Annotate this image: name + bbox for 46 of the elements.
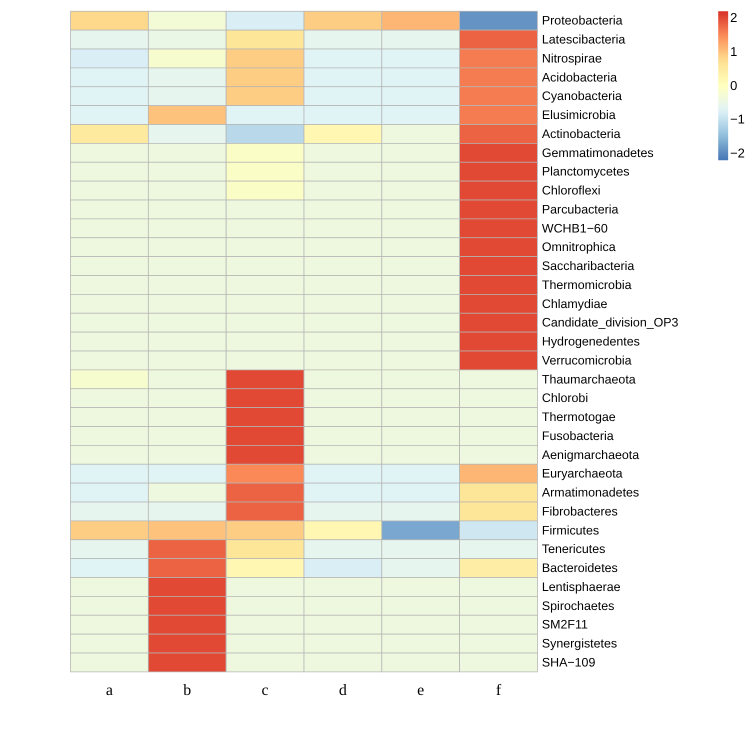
y-tick-label: SM2F11 xyxy=(542,618,588,632)
color-bar-label: 2 xyxy=(730,10,738,26)
y-tick-label: Aenigmarchaeota xyxy=(542,448,640,462)
color-bar-label: −2 xyxy=(730,145,745,160)
y-tick-label: Thaumarchaeota xyxy=(542,372,636,386)
y-tick-label: Chlamydiae xyxy=(542,296,608,311)
y-tick-label: Thermotogae xyxy=(542,410,616,424)
y-tick-label: Verrucomicrobia xyxy=(542,353,632,368)
color-bar-label: 1 xyxy=(730,44,738,59)
y-tick-label: Fusobacteria xyxy=(542,428,614,443)
y-tick-label: Tenericutes xyxy=(542,542,606,556)
y-tick-label: Bacteroidetes xyxy=(542,561,618,576)
y-tick-label: Armatimonadetes xyxy=(542,486,640,500)
y-tick-label: Nitrospirae xyxy=(542,51,602,66)
y-tick-label: Gemmatimonadetes xyxy=(542,146,654,160)
y-tick-label: Parcubacteria xyxy=(542,202,619,216)
x-tick-label: b xyxy=(183,682,192,700)
y-tick-label: Euryarchaeota xyxy=(542,466,623,481)
x-tick-label: d xyxy=(338,682,347,700)
y-tick-label: Chloroflexi xyxy=(542,184,600,198)
y-tick-label: Acidobacteria xyxy=(542,70,618,84)
x-tick-label: f xyxy=(496,682,502,700)
color-bar-label: −1 xyxy=(730,112,745,127)
y-tick-label: Chlorobi xyxy=(542,391,588,406)
y-tick-label: Cyanobacteria xyxy=(542,89,622,104)
x-tick-label: a xyxy=(106,682,113,700)
y-tick-label: SHA−109 xyxy=(542,655,596,670)
color-bar-label: 0 xyxy=(730,78,738,93)
y-tick-label: Proteobacteria xyxy=(542,14,623,28)
y-tick-label: Candidate_division_OP3 xyxy=(542,316,679,330)
y-tick-label: Latescibacteria xyxy=(542,32,626,47)
y-tick-label: Elusimicrobia xyxy=(542,108,616,122)
y-tick-label: Thermomicrobia xyxy=(542,278,632,292)
y-tick-label: Spirochaetes xyxy=(542,598,614,613)
x-tick-label: c xyxy=(262,682,269,700)
y-tick-label: Omnitrophica xyxy=(542,240,616,254)
y-tick-label: Planctomycetes xyxy=(542,164,630,179)
y-tick-label: WCHB1−60 xyxy=(542,221,608,236)
y-tick-label: Saccharibacteria xyxy=(542,259,634,274)
y-tick-label: Synergistetes xyxy=(542,636,618,651)
x-tick-label: e xyxy=(417,682,424,700)
y-tick-label: Lentisphaerae xyxy=(542,580,621,594)
y-tick-label: Firmicutes xyxy=(542,523,600,538)
y-tick-label: Actinobacteria xyxy=(542,126,621,141)
y-tick-label: Hydrogenedentes xyxy=(542,334,640,349)
y-tick-label: Fibrobacteres xyxy=(542,504,618,518)
